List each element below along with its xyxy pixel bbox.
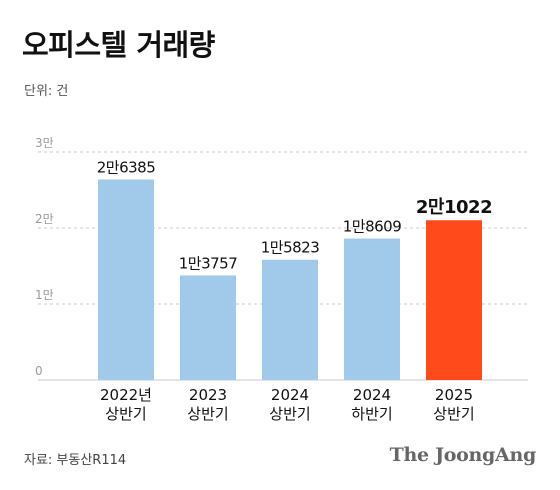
x-tick-label-4-0: 2025: [435, 386, 473, 404]
publisher-logo: The JoongAng: [389, 444, 537, 466]
x-tick-label-3-1: 하반기: [351, 405, 392, 423]
bar-0: [98, 179, 154, 380]
x-tick-label-0-1: 상반기: [105, 405, 146, 423]
x-tick-label-4-1: 상반기: [433, 405, 474, 423]
chart-title: 오피스텔 거래량: [22, 28, 215, 62]
y-tick-label-0: 0: [35, 364, 43, 378]
y-tick-label-1: 1만: [35, 288, 54, 302]
x-tick-label-3-0: 2024: [353, 386, 391, 404]
data-label-4: 2만1022: [416, 197, 492, 218]
x-tick-label-1-0: 2023: [189, 386, 227, 404]
data-label-1: 1만3757: [179, 254, 238, 272]
unit-label: 단위: 건: [24, 84, 69, 99]
data-label-3: 1만8609: [343, 218, 402, 236]
bar-1: [180, 275, 236, 380]
y-tick-label-3: 3만: [35, 136, 54, 150]
x-tick-label-0-0: 2022년: [100, 386, 152, 404]
x-tick-label-2-0: 2024: [271, 386, 309, 404]
data-label-2: 1만5823: [261, 239, 320, 257]
bar-3: [344, 238, 400, 380]
bar-4: [426, 220, 482, 380]
data-label-0: 2만6385: [97, 158, 156, 176]
y-tick-label-2: 2만: [35, 212, 54, 226]
x-tick-label-1-1: 상반기: [187, 405, 228, 423]
source-label: 자료: 부동산R114: [24, 453, 127, 468]
x-tick-label-2-1: 상반기: [269, 405, 310, 423]
bar-2: [262, 259, 318, 380]
